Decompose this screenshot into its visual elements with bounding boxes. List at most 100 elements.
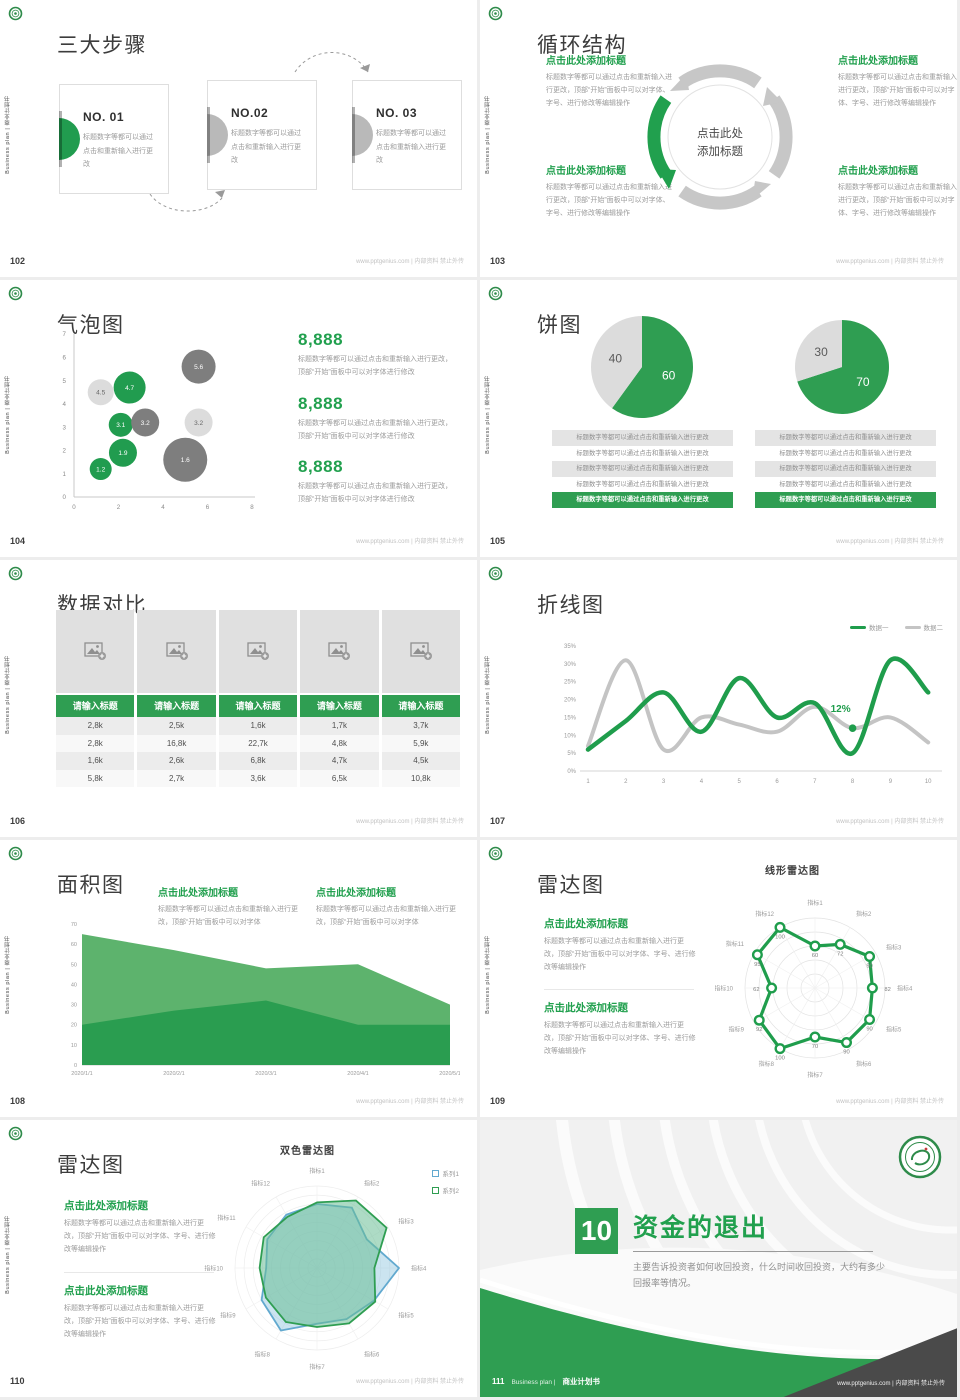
image-placeholder[interactable] bbox=[381, 610, 461, 693]
add-image-icon bbox=[410, 642, 432, 660]
svg-text:10: 10 bbox=[71, 1043, 77, 1049]
radar-note-block-1: 点击此处添加标题 标题数字等都可以通过点击和重新输入进行更改，顶部“开始”面板中… bbox=[544, 916, 696, 975]
area-note-block-1: 点击此处添加标题 标题数字等都可以通过点击和重新输入进行更改，顶部“开始”面板中… bbox=[158, 884, 300, 930]
svg-text:5%: 5% bbox=[567, 751, 576, 757]
svg-text:30: 30 bbox=[814, 345, 828, 359]
radar-note-block-1: 点击此处添加标题 标题数字等都可以通过点击和重新输入进行更改，顶部“开始”面板中… bbox=[64, 1198, 216, 1257]
svg-text:0: 0 bbox=[72, 504, 76, 511]
stat-body: 标题数字等都可以通过点击和重新输入进行更改，顶部“开始”面板中可以对字体进行修改 bbox=[298, 483, 452, 503]
footer-watermark: www.pptgenius.com | 内部资料 禁止外传 bbox=[836, 259, 944, 265]
divider-line bbox=[544, 989, 694, 990]
table-cell: 16,8k bbox=[137, 734, 216, 752]
svg-text:10%: 10% bbox=[564, 733, 577, 739]
table-cell: 4,7k bbox=[300, 752, 379, 770]
svg-text:3.2: 3.2 bbox=[141, 420, 150, 427]
brand-logo-icon bbox=[8, 1126, 23, 1141]
svg-text:3.1: 3.1 bbox=[116, 422, 125, 429]
caption-row: 标题数字等都可以通过点击和重新输入进行更改 bbox=[576, 480, 709, 488]
legend-item: 系列2 bbox=[432, 1185, 459, 1195]
cycle-block-bottom-left: 点击此处添加标题 标题数字等都可以通过点击和重新输入进行更改，顶部“开始”面板中… bbox=[546, 162, 674, 221]
svg-text:90: 90 bbox=[866, 964, 872, 970]
slide-102-thumbnail[interactable]: Business plan | 商业计划书 三大步骤 NO. 01 标题数字等都… bbox=[0, 0, 480, 280]
svg-text:指标12: 指标12 bbox=[251, 1180, 270, 1188]
table-cell: 2,7k bbox=[137, 769, 216, 787]
svg-text:7: 7 bbox=[813, 779, 817, 785]
svg-text:4: 4 bbox=[161, 504, 165, 511]
legend-label: 数据一 bbox=[869, 625, 889, 632]
slide-105-thumbnail[interactable]: Business plan | 商业计划书 饼图 60 40 70 30 标题数字等… bbox=[480, 280, 960, 560]
svg-text:指标11: 指标11 bbox=[217, 1214, 236, 1222]
legend-item: 数据二 bbox=[904, 622, 943, 632]
caption-row: 标题数字等都可以通过点击和重新输入进行更改 bbox=[779, 449, 912, 457]
table-column: 请输入标题 1,6k 22,7k 6,8k 3,6k bbox=[218, 610, 298, 787]
image-placeholder[interactable] bbox=[56, 610, 135, 693]
block-heading: 点击此处添加标题 bbox=[838, 166, 918, 177]
cycle-block-top-left: 点击此处添加标题 标题数字等都可以通过点击和重新输入进行更改，顶部“开始”面板中… bbox=[546, 52, 674, 111]
page-number: 110 bbox=[10, 1376, 25, 1386]
cycle-center-title: 点击此处添加标题 bbox=[697, 128, 743, 159]
block-body: 标题数字等都可以通过点击和重新输入进行更改，顶部“开始”面板中可以对字体 bbox=[316, 906, 456, 926]
svg-text:15%: 15% bbox=[564, 715, 577, 721]
step-number: NO.02 bbox=[231, 106, 269, 120]
svg-text:指标7: 指标7 bbox=[807, 1071, 823, 1079]
svg-text:9: 9 bbox=[889, 779, 893, 785]
block-body: 标题数字等都可以通过点击和重新输入进行更改，顶部“开始”面板中可以对字体、字号、… bbox=[64, 1305, 216, 1338]
svg-text:指标7: 指标7 bbox=[309, 1363, 325, 1371]
legend-label: 系列1 bbox=[442, 1171, 459, 1178]
slide-107-thumbnail[interactable]: Business plan | 商业计划书 折线图 数据一 数据二 0% 5% 10… bbox=[480, 560, 960, 840]
step-body: 标题数字等都可以通过点击和重新输入进行更改 bbox=[83, 134, 153, 169]
step-card-2[interactable]: NO.02 标题数字等都可以通过点击和重新输入进行更改 bbox=[207, 80, 317, 190]
svg-text:70: 70 bbox=[812, 1044, 818, 1050]
step-card-3[interactable]: NO. 03 标题数字等都可以通过点击和重新输入进行更改 bbox=[352, 80, 462, 190]
radar-chart-title: 双色雷达图 bbox=[280, 1146, 335, 1157]
svg-text:20: 20 bbox=[71, 1023, 77, 1029]
slide-110-thumbnail[interactable]: Business plan | 商业计划书 雷达图 双色雷达图 系列1 系列2 … bbox=[0, 1120, 480, 1400]
caption-row-highlight: 标题数字等都可以通过点击和重新输入进行更改 bbox=[755, 492, 936, 508]
svg-text:95: 95 bbox=[754, 962, 760, 968]
stat-body: 标题数字等都可以通过点击和重新输入进行更改，顶部“开始”面板中可以对字体进行修改 bbox=[298, 420, 452, 440]
slide-109-thumbnail[interactable]: Business plan | 商业计划书 雷达图 线形雷达图 点击此处添加标题… bbox=[480, 840, 960, 1120]
page-title: 饼图 bbox=[537, 314, 582, 338]
block-heading: 点击此处添加标题 bbox=[64, 1200, 148, 1212]
add-image-icon bbox=[247, 642, 270, 660]
svg-text:100: 100 bbox=[775, 934, 785, 940]
footer-watermark: www.pptgenius.com | 内部资料 禁止外传 bbox=[836, 539, 944, 545]
stat-value: 8,888 bbox=[298, 330, 344, 349]
add-image-icon bbox=[84, 642, 107, 660]
caption-row: 标题数字等都可以通过点击和重新输入进行更改 bbox=[552, 430, 733, 446]
svg-text:3: 3 bbox=[662, 779, 666, 785]
slide-104-thumbnail[interactable]: Business plan | 商业计划书 气泡图 0 1 2 3 4 5 6 7 0 2 4 6 8 4… bbox=[0, 280, 480, 560]
column-header: 请输入标题 bbox=[300, 695, 379, 717]
svg-text:指标9: 指标9 bbox=[220, 1312, 236, 1320]
block-heading: 点击此处添加标题 bbox=[544, 918, 628, 930]
svg-text:2: 2 bbox=[117, 504, 121, 511]
svg-text:4: 4 bbox=[700, 779, 704, 785]
vertical-brand-label: Business plan | 商业计划书 bbox=[485, 935, 491, 1014]
svg-text:0: 0 bbox=[74, 1063, 77, 1069]
page-title: 循环结构 bbox=[537, 34, 627, 58]
slide-111-thumbnail[interactable]: 10 资金的退出 主要告诉投资者如何收回投资，什么时间收回投资，大约有多少回报率… bbox=[480, 1120, 960, 1400]
slide-106-thumbnail[interactable]: Business plan | 商业计划书 数据对比 请输入标题 2,8k 2,… bbox=[0, 560, 480, 840]
caption-row: 标题数字等都可以通过点击和重新输入进行更改 bbox=[779, 480, 912, 488]
svg-text:4.5: 4.5 bbox=[96, 390, 105, 397]
block-body: 标题数字等都可以通过点击和重新输入进行更改，顶部“开始”面板中可以对字体、字号、… bbox=[838, 184, 957, 217]
svg-text:72: 72 bbox=[837, 951, 843, 957]
image-placeholder[interactable] bbox=[137, 610, 216, 693]
image-placeholder[interactable] bbox=[218, 610, 298, 693]
footer-watermark: www.pptgenius.com | 内部资料 禁止外传 bbox=[837, 1381, 945, 1387]
vertical-brand-label: Business plan | 商业计划书 bbox=[5, 655, 11, 734]
block-heading: 点击此处添加标题 bbox=[838, 56, 918, 67]
table-cell: 6,5k bbox=[300, 769, 379, 787]
series2-swatch-icon bbox=[904, 625, 921, 629]
svg-text:2020/5/1: 2020/5/1 bbox=[439, 1071, 460, 1077]
svg-text:40: 40 bbox=[71, 982, 77, 988]
vertical-brand-label: Business plan | 商业计划书 bbox=[5, 1215, 11, 1294]
slide-108-thumbnail[interactable]: Business plan | 商业计划书 面积图 点击此处添加标题 标题数字等… bbox=[0, 840, 480, 1120]
page-title: 雷达图 bbox=[537, 874, 605, 898]
svg-text:12%: 12% bbox=[831, 704, 851, 715]
slide-103-thumbnail[interactable]: Business plan | 商业计划书 循环结构 点击此处添加标题 标题数字… bbox=[480, 0, 960, 280]
svg-text:1.9: 1.9 bbox=[118, 450, 127, 457]
image-placeholder[interactable] bbox=[300, 610, 379, 693]
step-card-1[interactable]: NO. 01 标题数字等都可以通过点击和重新输入进行更改 bbox=[59, 84, 169, 194]
radar-note-block-2: 点击此处添加标题 标题数字等都可以通过点击和重新输入进行更改，顶部“开始”面板中… bbox=[544, 1000, 696, 1059]
